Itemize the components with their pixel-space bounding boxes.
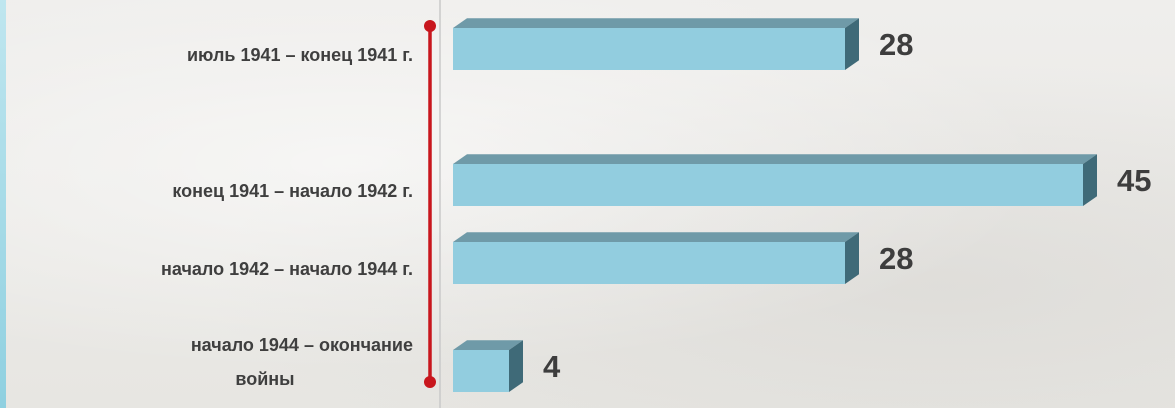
category-label: начало 1944 – окончание	[191, 335, 413, 355]
axis-bottom-marker	[424, 376, 436, 388]
category-label: конец 1941 – начало 1942 г.	[172, 181, 413, 201]
bar-top-face	[453, 340, 523, 350]
bar-1	[453, 18, 859, 70]
bar-top-face	[453, 18, 859, 28]
bar-4	[453, 340, 523, 392]
bar-side-face	[509, 340, 523, 392]
category-label: войны	[235, 369, 294, 389]
value-label: 28	[879, 27, 913, 62]
bar-front-face	[453, 164, 1083, 206]
value-label: 45	[1117, 163, 1151, 198]
bar-front-face	[453, 28, 845, 70]
axis-top-marker	[424, 20, 436, 32]
bar-3	[453, 232, 859, 284]
bar-side-face	[845, 18, 859, 70]
value-label: 4	[543, 349, 561, 384]
value-label: 28	[879, 241, 913, 276]
left-accent-strip	[0, 0, 6, 408]
category-label: июль 1941 – конец 1941 г.	[187, 45, 413, 65]
bar-top-face	[453, 154, 1097, 164]
bar-front-face	[453, 242, 845, 284]
bar-top-face	[453, 232, 859, 242]
bar-2	[453, 154, 1097, 206]
category-label: начало 1942 – начало 1944 г.	[161, 259, 413, 279]
bar-front-face	[453, 350, 509, 392]
bar-side-face	[1083, 154, 1097, 206]
bar-side-face	[845, 232, 859, 284]
